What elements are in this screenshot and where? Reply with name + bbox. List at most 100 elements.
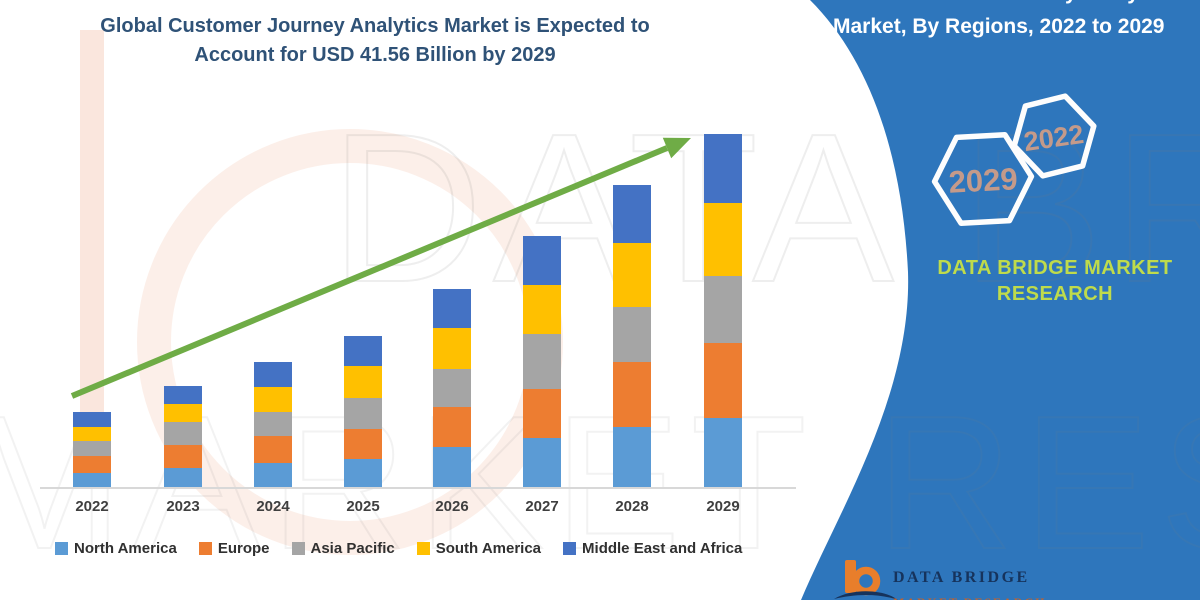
legend-item-europe: Europe xyxy=(198,540,270,557)
bar-segment-north-america-2024 xyxy=(254,463,292,487)
hex-badge-2022 xyxy=(1011,93,1097,179)
bar-segment-south-america-2027 xyxy=(523,285,561,334)
panel-heading: Market, By Regions, 2022 to 2029 xyxy=(833,15,1165,38)
bar-segment-europe-2023 xyxy=(164,445,202,469)
bar-segment-asia-pacific-2024 xyxy=(254,412,292,437)
bar-segment-middle-east-and-africa-2027 xyxy=(523,236,561,286)
bar-segment-middle-east-and-africa-2023 xyxy=(164,386,202,404)
hex-badge-2029 xyxy=(931,132,1035,226)
chart-title: Global Customer Journey Analytics Market… xyxy=(45,12,705,70)
legend-item-north-america: North America xyxy=(55,540,177,557)
legend-item-asia-pacific: Asia Pacific xyxy=(291,540,395,557)
bar-segment-north-america-2026 xyxy=(433,447,471,487)
legend-swatch xyxy=(563,542,577,555)
chart-title-line2: Account for USD 41.56 Billion by 2029 xyxy=(194,44,556,66)
bar-segment-asia-pacific-2022 xyxy=(73,441,111,456)
bar-2027 xyxy=(523,236,561,487)
legend-swatch xyxy=(416,542,430,555)
hex-year-2029: 2029 xyxy=(948,161,1019,200)
x-axis-label-2022: 2022 xyxy=(75,498,109,515)
bar-segment-south-america-2025 xyxy=(344,365,382,399)
bar-segment-europe-2026 xyxy=(433,407,471,448)
legend-swatch xyxy=(198,542,212,555)
watermark-row2: MARKET RESEARCH xyxy=(0,377,1200,589)
bar-segment-north-america-2027 xyxy=(523,437,561,487)
hex-outline-2022 xyxy=(1011,93,1097,179)
bar-segment-asia-pacific-2023 xyxy=(164,421,202,446)
bar-segment-middle-east-and-africa-2029 xyxy=(704,133,742,204)
bar-segment-asia-pacific-2029 xyxy=(704,276,742,343)
bar-2023 xyxy=(164,386,202,487)
x-axis-label-2026: 2026 xyxy=(435,498,469,515)
bar-segment-middle-east-and-africa-2025 xyxy=(344,336,382,366)
bar-segment-europe-2025 xyxy=(344,429,382,459)
bar-segment-north-america-2022 xyxy=(73,472,111,487)
legend-label: South America xyxy=(435,540,542,557)
bar-segment-north-america-2023 xyxy=(164,468,202,487)
bar-segment-middle-east-and-africa-2024 xyxy=(254,361,292,388)
bar-2024 xyxy=(254,361,292,487)
footer-brand-line1: DATA BRIDGE xyxy=(893,569,1030,586)
bar-segment-europe-2028 xyxy=(613,361,651,427)
legend: North America Europe Asia Pacific South Ame… xyxy=(55,540,742,557)
bar-segment-europe-2022 xyxy=(73,455,111,473)
legend-item-south-america: South America xyxy=(416,540,542,557)
panel-heading-clipped: Global Customer Journey Analytics xyxy=(820,0,1200,5)
bar-2029 xyxy=(704,133,742,487)
x-axis-label-2027: 2027 xyxy=(525,498,559,515)
blue-panel-shape xyxy=(801,0,1200,600)
legend-label: Europe xyxy=(217,540,270,557)
bar-segment-asia-pacific-2027 xyxy=(523,333,561,389)
legend-swatch xyxy=(55,542,68,555)
logo-b-stem xyxy=(845,560,856,593)
bar-segment-south-america-2024 xyxy=(254,387,292,413)
logo-swoosh xyxy=(834,591,898,600)
bar-segment-europe-2027 xyxy=(523,388,561,438)
logo-b-bowl xyxy=(851,566,881,596)
bar-segment-north-america-2029 xyxy=(704,418,742,487)
legend-item-middle-east-and-africa: Middle East and Africa xyxy=(563,540,742,557)
legend-label: Asia Pacific xyxy=(310,540,395,557)
legend-label: Middle East and Africa xyxy=(582,540,743,557)
bar-segment-middle-east-and-africa-2022 xyxy=(73,411,111,427)
bar-segment-europe-2024 xyxy=(254,436,292,464)
bar-segment-asia-pacific-2025 xyxy=(344,398,382,430)
bar-segment-europe-2029 xyxy=(704,342,742,419)
bar-2025 xyxy=(344,336,382,487)
bar-segment-middle-east-and-africa-2028 xyxy=(613,184,651,244)
hex-outline-2029 xyxy=(931,132,1035,226)
x-axis-line xyxy=(40,487,796,489)
watermark-logo-stem xyxy=(80,30,104,486)
bar-2022 xyxy=(73,411,111,487)
x-axis-label-2023: 2023 xyxy=(166,498,200,515)
legend-swatch xyxy=(291,542,305,555)
bar-segment-north-america-2025 xyxy=(344,459,382,487)
x-axis-label-2029: 2029 xyxy=(706,498,740,515)
x-axis-label-2025: 2025 xyxy=(346,498,380,515)
bar-segment-asia-pacific-2026 xyxy=(433,369,471,408)
footer-brand-line2: MARKET RESEARCH xyxy=(893,595,1046,600)
legend-label: North America xyxy=(74,540,177,557)
hex-year-2022: 2022 xyxy=(1022,119,1086,157)
chart-title-line1: Global Customer Journey Analytics Market… xyxy=(100,15,650,37)
x-axis-label-2028: 2028 xyxy=(615,498,649,515)
bar-segment-south-america-2023 xyxy=(164,403,202,422)
bar-segment-middle-east-and-africa-2026 xyxy=(433,288,471,328)
x-axis-label-2024: 2024 xyxy=(256,498,290,515)
bar-segment-south-america-2029 xyxy=(704,203,742,277)
bar-segment-asia-pacific-2028 xyxy=(613,306,651,362)
bar-2026 xyxy=(433,288,471,487)
trend-arrow-shaft xyxy=(70,145,669,399)
brand-name: DATA BRIDGE MARKET RESEARCH xyxy=(935,255,1175,307)
trend-arrow-head xyxy=(662,137,691,159)
bar-segment-south-america-2028 xyxy=(613,243,651,307)
bar-segment-south-america-2022 xyxy=(73,426,111,442)
brand-name-line1: DATA BRIDGE MARKET xyxy=(937,257,1173,279)
watermark-row1: DATA BRIDGE xyxy=(329,89,1200,326)
